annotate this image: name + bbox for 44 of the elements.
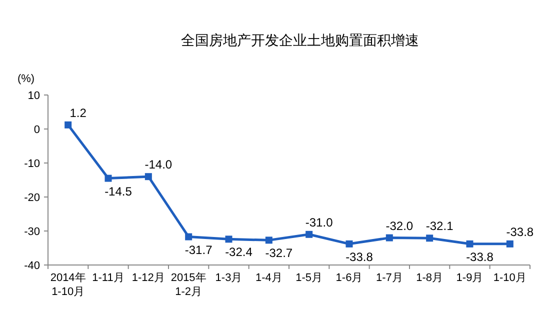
x-tick-label: 1-10月 (493, 272, 526, 284)
data-label: -14.5 (104, 184, 132, 198)
data-label: -33.8 (346, 250, 374, 264)
data-label: -33.8 (506, 224, 534, 239)
x-tick-label: 1-6月 (336, 272, 363, 284)
point (386, 234, 393, 242)
x-tick-label: 1-7月 (376, 272, 403, 284)
data-label: -32.1 (426, 219, 454, 234)
x-tick-label: 1-12月 (132, 272, 165, 284)
data-label: -32.0 (386, 218, 414, 233)
data-label: -14.0 (144, 158, 172, 172)
data-label: -32.7 (265, 246, 293, 260)
point (265, 236, 272, 244)
y-tick-label: -40 (24, 260, 40, 272)
point (506, 240, 514, 248)
x-tick-label: 2015年 1-2月 (170, 272, 206, 298)
point (426, 234, 434, 242)
y-tick-label: -30 (24, 226, 40, 238)
point (64, 121, 72, 128)
x-tick-label: 1-5月 (296, 272, 323, 284)
x-tick-label: 1-3月 (215, 272, 242, 284)
y-tick-label: 10 (28, 90, 40, 102)
x-tick-label: 1-11月 (92, 272, 124, 284)
x-tick-label: 1-9月 (456, 272, 484, 284)
point (225, 236, 232, 243)
data-label: 1.2 (70, 106, 87, 120)
point (144, 173, 152, 180)
y-axis-title: (%) (17, 73, 35, 85)
point (306, 230, 313, 238)
data-label: -32.4 (225, 245, 253, 260)
data-label: -33.8 (466, 250, 494, 264)
y-tick-label: -10 (24, 158, 40, 170)
y-tick-label: -20 (24, 192, 40, 204)
point (346, 240, 353, 248)
x-tick-label: 1-8月 (416, 272, 444, 284)
x-tick-label: 1-4月 (255, 272, 282, 284)
point (466, 240, 474, 248)
point (185, 233, 192, 240)
data-label: -31.0 (305, 215, 334, 230)
data-label: -31.7 (184, 242, 213, 257)
y-tick-label: 0 (34, 124, 40, 136)
x-tick-label: 2014年 1-10月 (50, 272, 86, 298)
chart-title: 全国房地产开发企业土地购置面积增速 (181, 32, 419, 48)
point (104, 174, 112, 182)
